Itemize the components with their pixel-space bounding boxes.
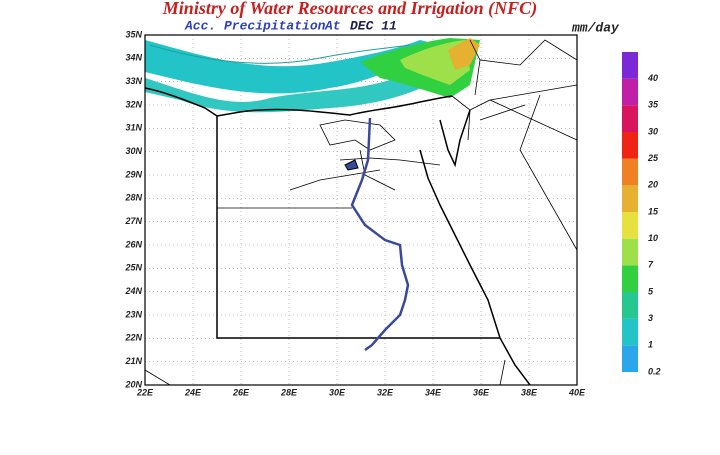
legend-label: 3 <box>648 313 653 323</box>
red-sea-coast <box>419 149 531 386</box>
lat-label: 31N <box>125 123 142 133</box>
border <box>216 116 500 339</box>
legend-swatch <box>622 132 638 159</box>
legend-label: 0.2 <box>648 366 661 376</box>
legend-swatch <box>622 52 638 79</box>
lat-label: 21N <box>124 356 142 366</box>
legend-label: 10 <box>648 233 658 243</box>
lon-label: 38E <box>521 387 538 397</box>
lat-label: 28N <box>124 193 142 203</box>
lon-label: 24E <box>184 387 202 397</box>
lat-label: 27N <box>124 216 142 226</box>
subtitle-at: At <box>324 18 341 33</box>
lake <box>344 159 359 171</box>
lon-label: 32E <box>377 387 394 397</box>
sinai-coast <box>439 109 471 168</box>
lat-label: 20N <box>124 379 142 389</box>
lat-label: 32N <box>125 99 142 109</box>
lat-label: 35N <box>125 29 142 39</box>
legend-swatch <box>622 78 638 106</box>
subtitle: Acc. Precipitation <box>184 18 326 33</box>
lat-label: 33N <box>125 76 142 86</box>
legend-label: 5 <box>648 286 654 296</box>
lat-label: 34N <box>125 53 142 63</box>
legend-swatch <box>622 185 638 212</box>
legend-label: 20 <box>647 180 658 190</box>
lon-label: 22E <box>136 387 154 397</box>
lat-label: 30N <box>125 146 142 156</box>
lat-label: 29N <box>124 169 142 179</box>
lat-label: 22N <box>124 333 142 343</box>
province-border <box>289 119 441 191</box>
legend-swatch <box>622 265 638 292</box>
precip-band <box>448 38 480 70</box>
legend-swatch <box>622 318 638 346</box>
legend-label: 40 <box>647 73 658 83</box>
lon-label: 40E <box>568 387 586 397</box>
map-area <box>144 34 578 386</box>
border <box>144 359 506 386</box>
precip-band <box>145 40 440 94</box>
precip-band <box>145 60 450 113</box>
lon-label: 34E <box>425 387 442 397</box>
map-frame <box>144 34 578 386</box>
lon-label: 28E <box>280 387 298 397</box>
border <box>451 39 578 141</box>
legend-swatch <box>622 345 638 372</box>
border <box>479 94 578 251</box>
legend-label: 30 <box>648 126 658 136</box>
lat-label: 25N <box>124 263 142 273</box>
lat-label: 26N <box>124 239 142 249</box>
lat-label: 24N <box>124 286 142 296</box>
unit: mm/day <box>571 20 620 35</box>
legend-swatch <box>622 212 638 239</box>
date: DEC 11 <box>350 18 397 33</box>
lon-label: 30E <box>329 387 346 397</box>
legend-label: 7 <box>648 260 654 270</box>
coastline <box>144 87 453 117</box>
contour <box>149 44 411 64</box>
legend-swatch <box>622 105 638 132</box>
legend-label: 1 <box>648 340 653 350</box>
legend-label: 15 <box>648 206 659 216</box>
legend-label: 25 <box>647 153 659 163</box>
axis-labels: 20N 21N 22N 23N 24N 25N 26N 27N 28N 29N 30N 31N 32N 3… <box>124 29 586 397</box>
lat-label: 23N <box>124 309 142 319</box>
legend-swatch <box>622 238 638 266</box>
nile <box>350 117 410 352</box>
legend-swatch <box>622 292 638 319</box>
legend-label: 35 <box>648 100 659 110</box>
title: Ministry of Water Resources and Irrigati… <box>162 0 537 19</box>
lon-label: 36E <box>473 387 490 397</box>
lon-label: 26E <box>232 387 250 397</box>
legend-swatch <box>622 158 638 186</box>
